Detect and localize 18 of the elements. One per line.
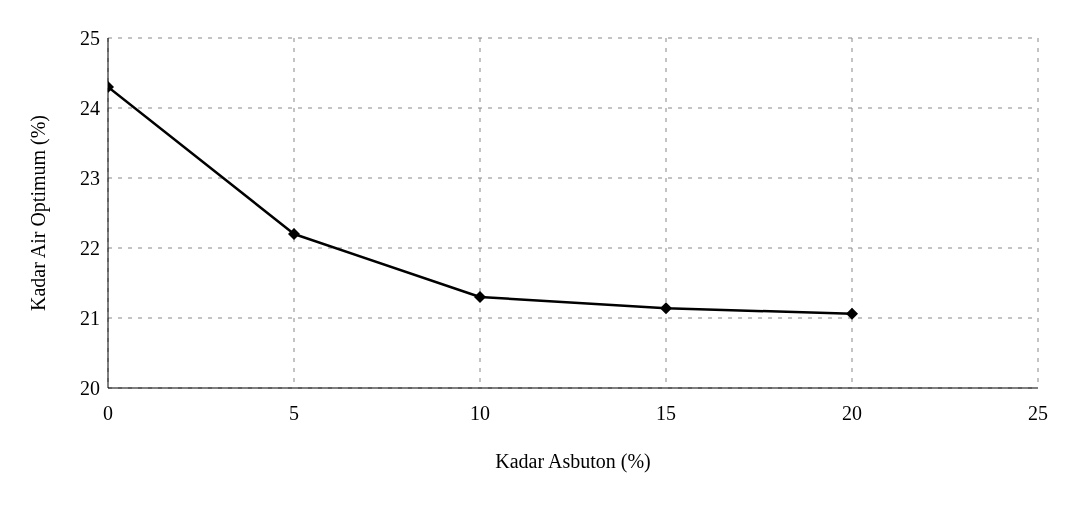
y-tick-label: 24 bbox=[80, 97, 100, 120]
y-tick-label: 23 bbox=[80, 167, 100, 190]
x-tick-label: 10 bbox=[470, 402, 490, 425]
y-axis-title: Kadar Air Optimum (%) bbox=[27, 114, 51, 312]
y-tick-label: 21 bbox=[80, 307, 100, 330]
y-tick-label: 25 bbox=[80, 27, 100, 50]
x-axis-title: Kadar Asbuton (%) bbox=[495, 450, 651, 473]
x-tick-label: 0 bbox=[103, 402, 113, 425]
point bbox=[846, 307, 858, 320]
point bbox=[288, 228, 300, 240]
point bbox=[474, 291, 486, 303]
y-tick-label: 22 bbox=[80, 237, 100, 260]
y-tick-label: 20 bbox=[80, 377, 100, 400]
x-tick-label: 15 bbox=[656, 402, 676, 425]
x-tick-label: 20 bbox=[842, 402, 862, 425]
x-tick-label: 5 bbox=[289, 402, 299, 425]
x-tick-label: 25 bbox=[1028, 402, 1048, 425]
point bbox=[660, 302, 672, 315]
